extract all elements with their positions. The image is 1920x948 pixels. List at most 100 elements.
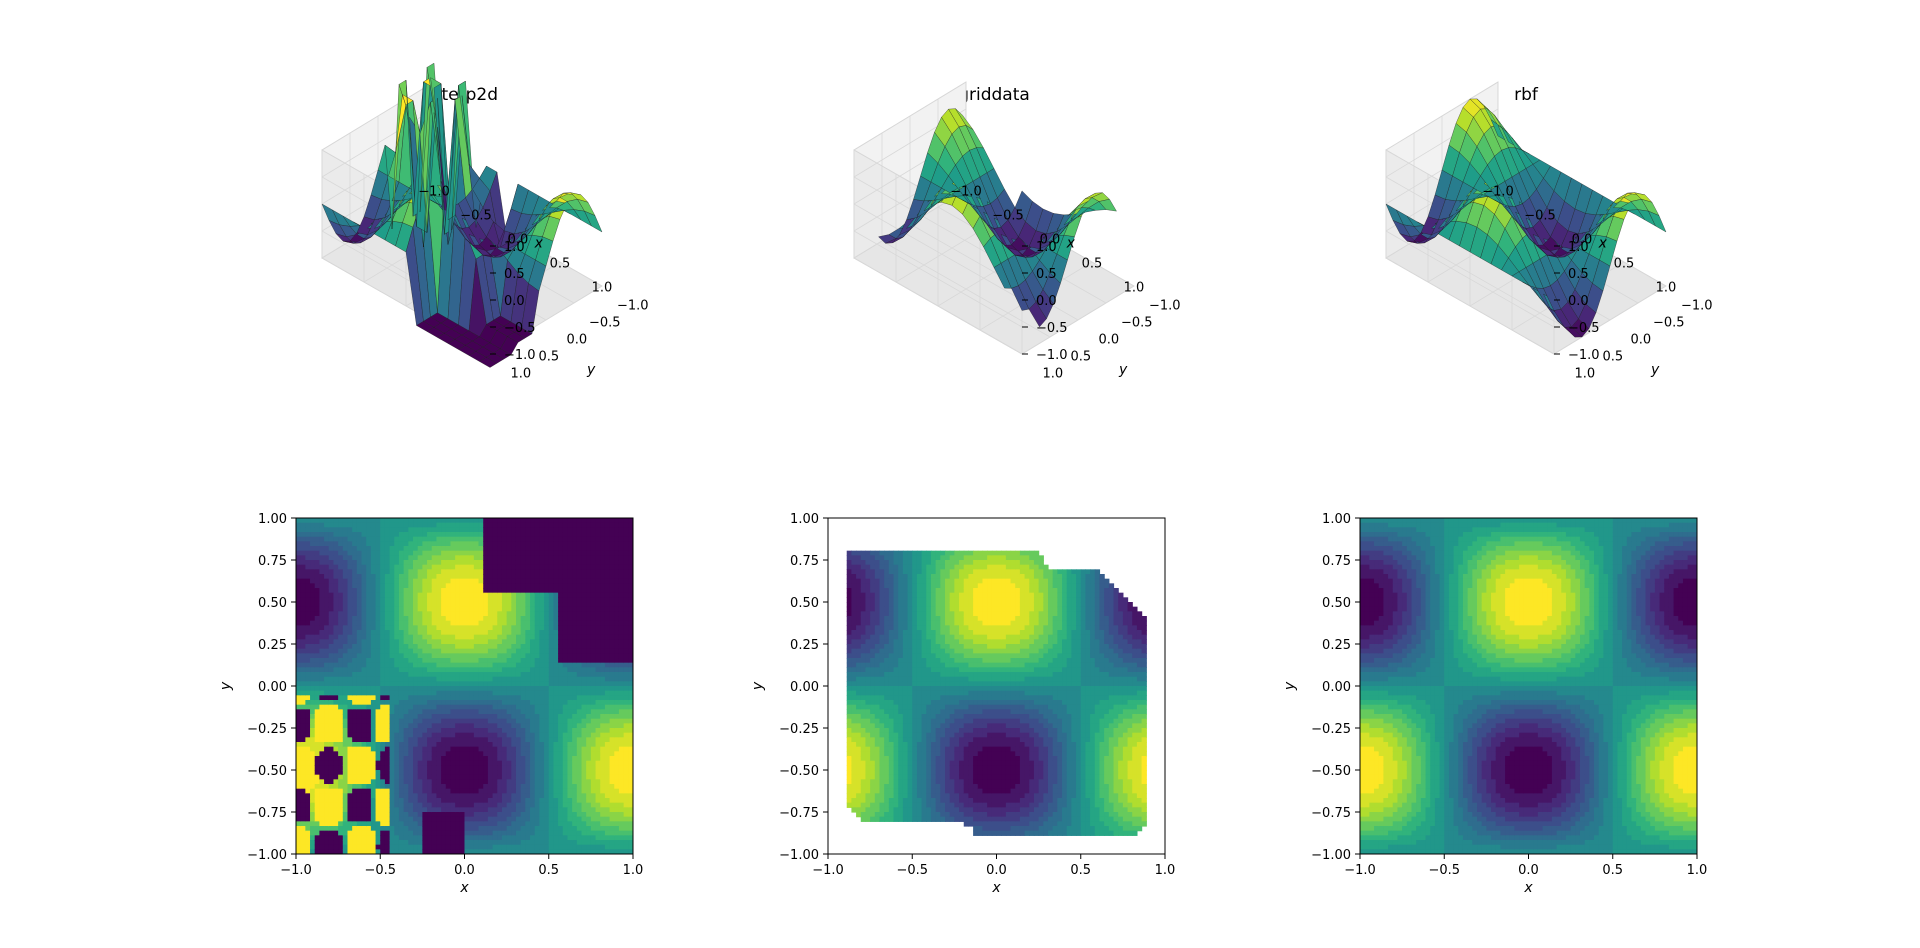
contour-cell — [347, 760, 353, 766]
contour-cell — [501, 676, 508, 682]
contour-cell — [375, 742, 381, 748]
contour-cell — [314, 583, 320, 589]
contour-cell — [347, 816, 353, 822]
contour-cell — [441, 578, 447, 584]
contour-cell — [539, 816, 545, 822]
contour-cell — [469, 816, 475, 822]
contour-cell — [403, 564, 409, 570]
contour-cell — [403, 625, 409, 631]
contour-cell — [431, 788, 438, 794]
contour-cell — [333, 574, 339, 580]
contour-cell — [375, 662, 381, 668]
contour-cell — [497, 816, 503, 822]
contour-cell — [333, 760, 339, 766]
contour-cell — [319, 704, 325, 710]
contour-cell — [441, 532, 447, 538]
contour-cell — [398, 644, 405, 650]
contour-cell — [398, 555, 405, 561]
contour-cell — [356, 597, 363, 603]
contour-cell — [384, 700, 391, 706]
contour-cell — [548, 574, 555, 580]
contour-cell — [338, 564, 344, 570]
contour-cell — [408, 648, 414, 654]
contour-cell — [464, 564, 470, 570]
contour-cell — [501, 746, 508, 752]
contour-cell — [361, 653, 367, 659]
contour-cell — [473, 779, 480, 785]
contour-cell — [445, 578, 452, 584]
contour-cell — [492, 672, 498, 678]
contour-cell — [530, 564, 536, 570]
contour-cell — [544, 648, 550, 654]
contour-cell — [511, 835, 517, 841]
contour-cell — [384, 518, 391, 524]
contour-cell — [469, 606, 475, 612]
contour-cell — [441, 616, 447, 622]
contour-cell — [403, 821, 409, 827]
x-tick-label: 0.5 — [1082, 257, 1103, 272]
contour-cell — [342, 840, 349, 846]
contour-cell — [296, 602, 302, 608]
contour-cell — [445, 522, 452, 528]
contour-cell — [408, 728, 414, 734]
contour-cell — [328, 798, 335, 804]
contour-cell — [487, 723, 494, 729]
contour-cell — [459, 779, 466, 785]
contour-cell — [511, 648, 517, 654]
contour-cell — [445, 518, 452, 524]
contour-cell — [408, 704, 414, 710]
contour-cell — [314, 802, 320, 808]
contour-cell — [370, 774, 377, 780]
contour-cell — [455, 644, 461, 650]
contour-cell — [389, 760, 395, 766]
contour-cell — [333, 532, 339, 538]
contour-cell — [445, 653, 452, 659]
contour-cell — [553, 723, 559, 729]
contour-cell — [553, 648, 559, 654]
contour-cell — [408, 550, 414, 556]
contour-cell — [525, 653, 531, 659]
contour-cell — [417, 760, 423, 766]
contour-cell — [431, 648, 438, 654]
contour-cell — [422, 546, 428, 552]
contour-cell — [328, 625, 335, 631]
contour-cell — [450, 700, 456, 706]
contour-cell — [296, 723, 302, 729]
contour-cell — [487, 732, 494, 738]
contour-cell — [436, 770, 442, 776]
contour-cell — [525, 770, 531, 776]
contour-cell — [366, 560, 372, 566]
contour-cell — [427, 672, 433, 678]
contour-cell — [366, 639, 372, 645]
contour-cell — [356, 541, 363, 547]
contour-cell — [356, 802, 363, 808]
contour-cell — [544, 835, 550, 841]
contour-cell — [422, 658, 428, 664]
contour-cell — [539, 578, 545, 584]
contour-cell — [300, 616, 306, 622]
contour-cell — [544, 807, 550, 813]
contour-cell — [324, 723, 330, 729]
contour-cell — [515, 826, 522, 832]
contour-cell — [548, 550, 555, 556]
contour-cell — [469, 686, 475, 692]
contour-cell — [478, 760, 484, 766]
contour-cell — [431, 527, 438, 533]
contour-cell — [413, 672, 419, 678]
contour-cell — [544, 592, 550, 598]
contour-cell — [558, 756, 564, 762]
contour-cell — [361, 704, 367, 710]
contour-cell — [310, 690, 316, 696]
contour-cell — [356, 620, 363, 626]
contour-cell — [380, 840, 386, 846]
contour-cell — [511, 798, 517, 804]
contour-cell — [469, 700, 475, 706]
contour-cell — [413, 616, 419, 622]
contour-cell — [492, 718, 498, 724]
contour-cell — [338, 653, 344, 659]
contour-cell — [455, 574, 461, 580]
contour-cell — [389, 681, 395, 687]
contour-cell — [469, 648, 475, 654]
contour-cell — [384, 812, 391, 818]
contour-cell — [413, 774, 419, 780]
